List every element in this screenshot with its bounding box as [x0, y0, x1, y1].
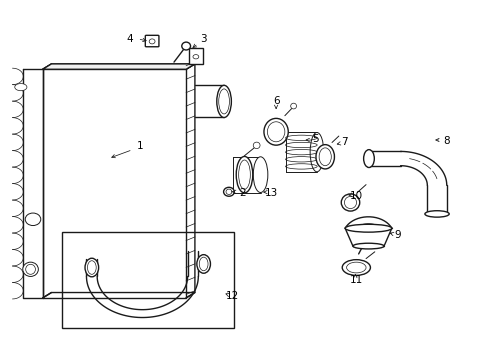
Text: 8: 8	[442, 136, 448, 146]
Text: 10: 10	[349, 191, 362, 201]
Ellipse shape	[236, 157, 252, 193]
Ellipse shape	[253, 142, 260, 149]
Ellipse shape	[85, 258, 99, 277]
Bar	[188, 48, 203, 64]
Text: 13: 13	[264, 188, 277, 198]
Ellipse shape	[223, 187, 234, 196]
Ellipse shape	[26, 264, 35, 274]
Ellipse shape	[23, 262, 38, 276]
Text: 3: 3	[200, 34, 206, 44]
Ellipse shape	[264, 118, 287, 145]
Bar	[62, 232, 233, 328]
Text: 5: 5	[311, 134, 318, 144]
Ellipse shape	[363, 150, 373, 167]
Polygon shape	[42, 64, 195, 69]
Ellipse shape	[87, 261, 96, 274]
Ellipse shape	[346, 262, 366, 273]
Ellipse shape	[315, 145, 334, 169]
Text: 11: 11	[349, 275, 362, 285]
Ellipse shape	[352, 243, 383, 249]
Ellipse shape	[225, 189, 231, 194]
Ellipse shape	[25, 213, 41, 226]
Ellipse shape	[253, 157, 267, 193]
Ellipse shape	[238, 160, 250, 189]
Ellipse shape	[341, 194, 359, 211]
Text: 9: 9	[393, 230, 400, 240]
Text: 4: 4	[127, 34, 133, 44]
Text: 2: 2	[238, 188, 245, 198]
Ellipse shape	[218, 89, 229, 114]
Text: 12: 12	[225, 291, 239, 301]
Ellipse shape	[342, 260, 370, 275]
Ellipse shape	[199, 257, 207, 271]
FancyBboxPatch shape	[145, 35, 159, 47]
Ellipse shape	[344, 197, 356, 208]
Ellipse shape	[290, 103, 296, 109]
Ellipse shape	[319, 148, 330, 166]
Ellipse shape	[345, 224, 391, 232]
Ellipse shape	[267, 122, 285, 142]
Ellipse shape	[309, 132, 323, 172]
Text: 1: 1	[136, 141, 143, 151]
Ellipse shape	[216, 85, 231, 117]
Ellipse shape	[182, 42, 190, 50]
Ellipse shape	[149, 39, 155, 44]
Ellipse shape	[193, 55, 199, 59]
Ellipse shape	[197, 255, 210, 273]
Text: 6: 6	[272, 96, 279, 107]
Text: 7: 7	[340, 138, 347, 148]
Ellipse shape	[15, 84, 27, 91]
Ellipse shape	[424, 211, 448, 217]
